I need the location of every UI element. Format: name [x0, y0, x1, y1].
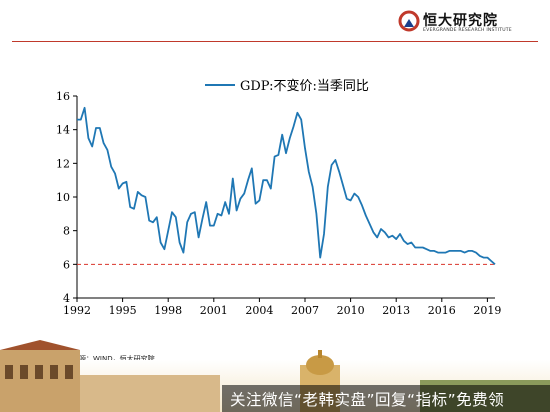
promo-banner-text: 关注微信“老韩实盘”回复“指标”免费领 [230, 391, 505, 409]
x-tick-label: 1998 [154, 304, 182, 317]
legend-label: GDP:不变价:当季同比 [240, 78, 369, 94]
x-tick-label: 2004 [245, 304, 273, 317]
y-tick-label: 4 [63, 292, 70, 305]
header-divider [12, 41, 538, 42]
promo-banner: 关注微信“老韩实盘”回复“指标”免费领 [222, 385, 550, 412]
x-tick-label: 1992 [63, 304, 91, 317]
y-tick-label: 12 [56, 157, 70, 170]
x-tick-label: 2019 [473, 304, 501, 317]
evergrande-logo-icon [398, 10, 420, 32]
y-tick-label: 10 [56, 191, 70, 204]
source-note: 资料来源：WIND，恒大研究院 [58, 355, 155, 363]
gdp-series-line [77, 106, 496, 265]
x-tick-label: 2010 [337, 304, 365, 317]
header: 恒大研究院 EVERGRANDE RESEARCH INSTITUTE [0, 0, 550, 44]
x-tick-label: 1995 [109, 304, 137, 317]
x-tick-label: 2001 [200, 304, 228, 317]
y-tick-label: 6 [63, 258, 70, 271]
x-tick-label: 2016 [428, 304, 456, 317]
gdp-line-chart: 4 6 8 10 12 14 16 1992 1995 1998 2001 2004 2007 2010 2… [56, 78, 501, 317]
y-tick-label: 16 [56, 90, 70, 103]
brand-subtitle: EVERGRANDE RESEARCH INSTITUTE [423, 28, 512, 33]
brand-logo-group: 恒大研究院 EVERGRANDE RESEARCH INSTITUTE [398, 8, 516, 38]
y-tick-label: 14 [56, 124, 70, 137]
x-tick-label: 2007 [291, 304, 319, 317]
x-tick-label: 2013 [382, 304, 410, 317]
y-tick-label: 8 [63, 225, 70, 238]
brand-name: 恒大研究院 [423, 13, 498, 29]
